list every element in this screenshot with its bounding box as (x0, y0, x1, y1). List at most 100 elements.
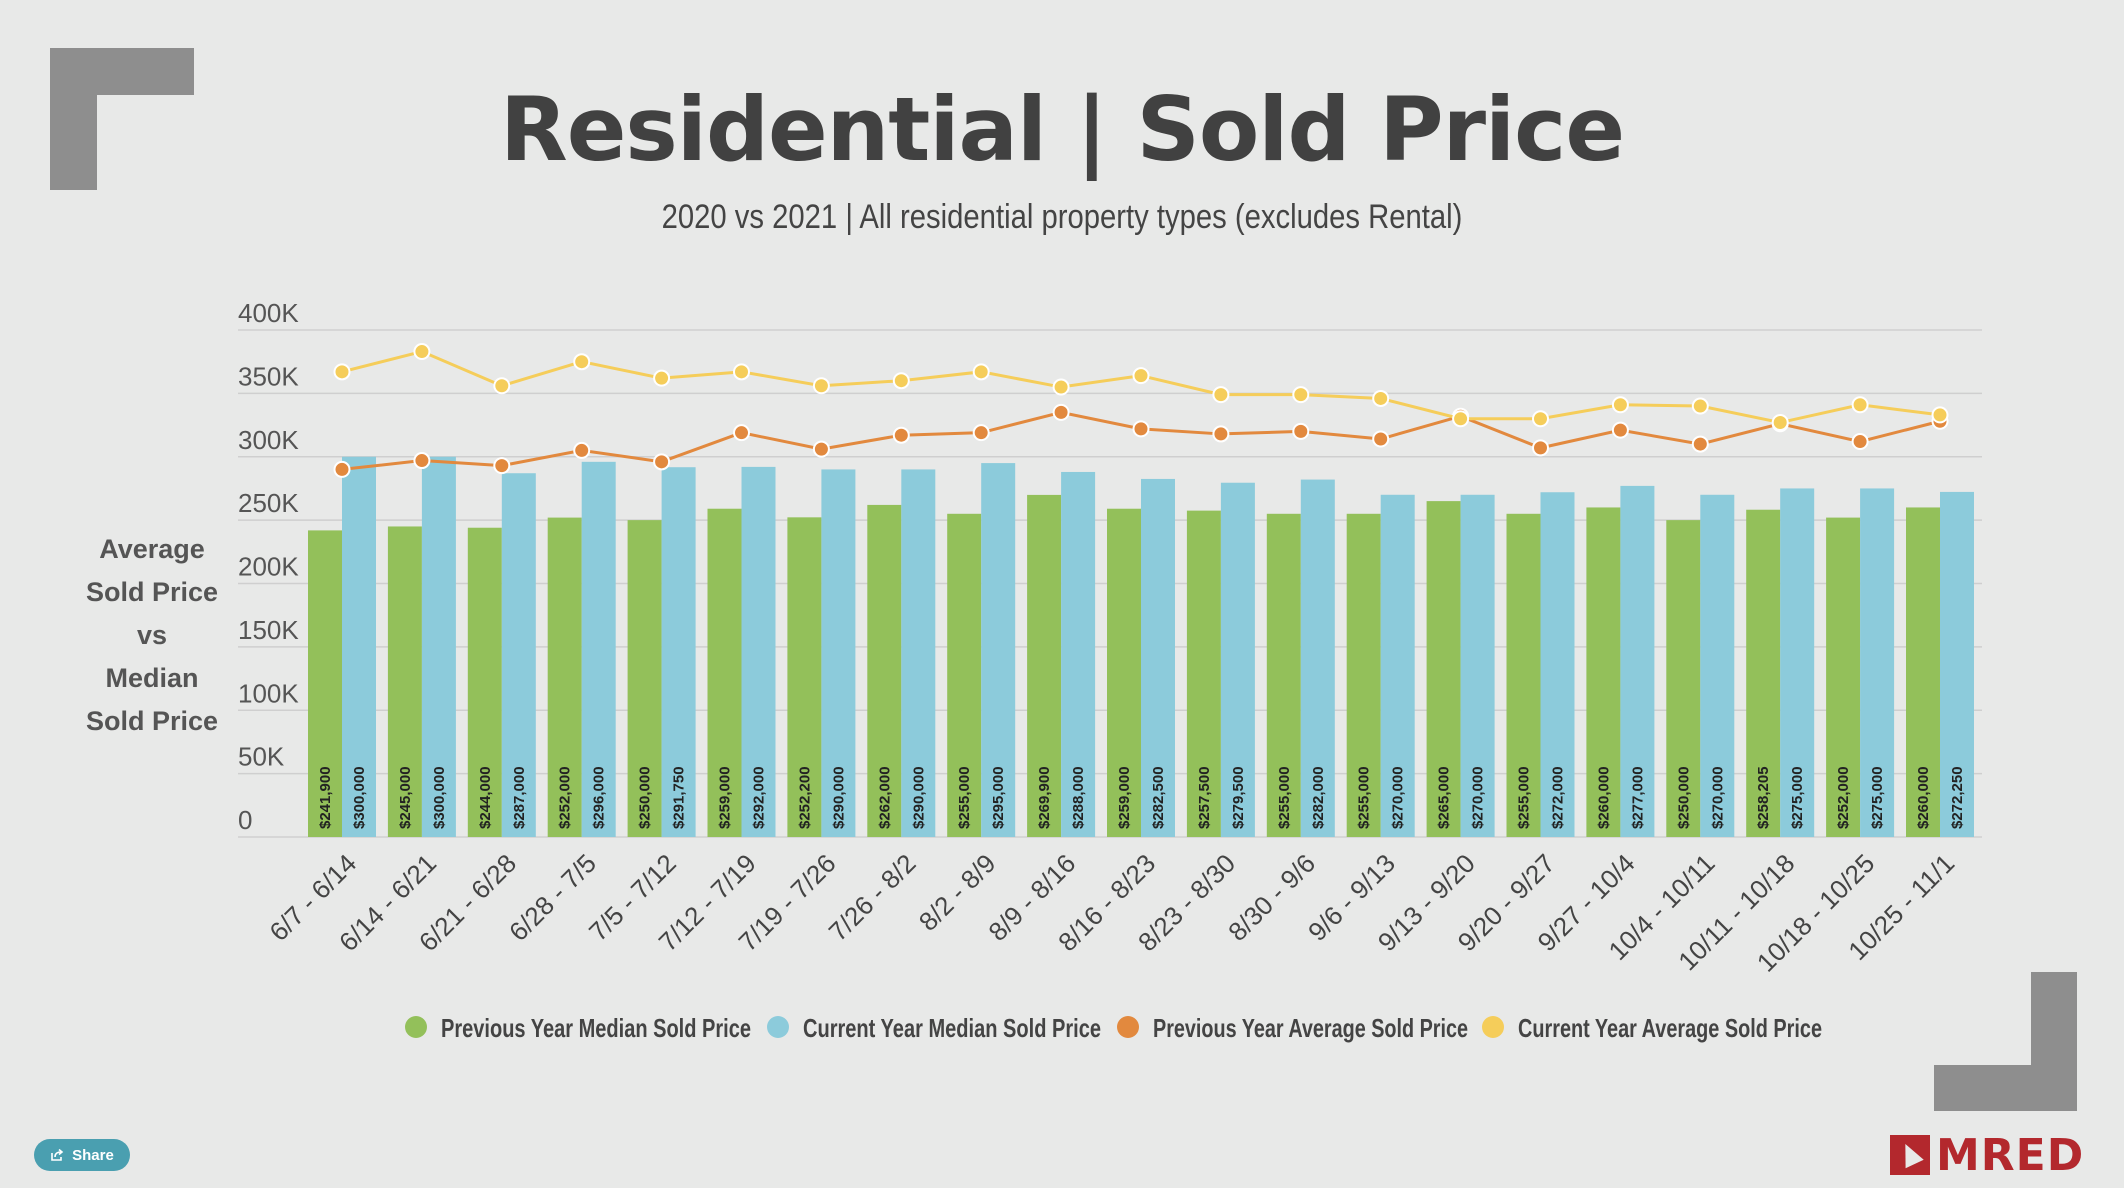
mred-logo-text: MRED (1936, 1129, 2085, 1181)
bar-curr-median (661, 467, 696, 837)
curr-avg-point (1931, 406, 1949, 424)
data-label-curr-median: $296,000 (591, 766, 608, 829)
bar-prev-median (467, 527, 502, 837)
bar-curr-median (1780, 488, 1815, 837)
data-label-curr-median: $291,750 (671, 766, 688, 829)
bar-curr-median (1620, 485, 1655, 837)
y-tick-label: 50K (238, 742, 285, 772)
legend: Previous Year Median Sold Price Current Y… (405, 1013, 1822, 1043)
data-label-prev-median: $257,500 (1196, 766, 1213, 829)
curr-avg-point (413, 343, 431, 361)
data-label-prev-median: $255,000 (1516, 766, 1533, 829)
bar-prev-median (1266, 513, 1301, 837)
bar-prev-median (1186, 510, 1221, 837)
curr-avg-point (1132, 367, 1150, 385)
x-tick-label: 7/26 - 8/2 (823, 848, 922, 947)
page-subtitle: 2020 vs 2021 | All residential property … (661, 198, 1463, 236)
legend-swatch (767, 1016, 789, 1038)
y-tick-label: 200K (238, 552, 299, 582)
data-label-curr-median: $292,000 (751, 766, 768, 829)
legend-entry: Current Year Average Sold Price (1518, 1013, 1822, 1043)
data-label-curr-median: $290,000 (830, 766, 847, 829)
bar-curr-median (1460, 494, 1495, 837)
x-tick-label: 6/28 - 7/5 (503, 848, 602, 947)
bar-curr-median (342, 456, 376, 837)
data-label-prev-median: $258,205 (1755, 766, 1772, 829)
data-label-prev-median: $259,000 (717, 766, 734, 829)
y-axis-label-line: Average (99, 534, 205, 564)
curr-avg-point (1532, 410, 1549, 428)
prev-avg-point (413, 452, 431, 470)
bar-prev-median (1027, 494, 1062, 837)
data-label-prev-median: $255,000 (956, 766, 973, 829)
data-label-curr-median: $272,000 (1550, 766, 1567, 829)
curr-avg-point (1611, 396, 1629, 414)
data-label-curr-median: $275,000 (1869, 766, 1886, 829)
curr-avg-point (573, 353, 591, 371)
x-tick-label: 8/30 - 9/6 (1222, 848, 1321, 947)
bar-prev-median (1426, 501, 1461, 837)
data-label-curr-median: $282,000 (1310, 766, 1327, 829)
y-axis-label-line: Sold Price (85, 706, 219, 736)
y-axis-label-line: Median (105, 663, 199, 693)
data-label-curr-median: $290,000 (910, 766, 927, 829)
data-label-prev-median: $260,000 (1595, 766, 1612, 829)
bar-prev-median (1746, 509, 1781, 837)
y-tick-label: 350K (238, 361, 299, 391)
share-button[interactable]: Share (34, 1139, 130, 1171)
prev-avg-point (573, 441, 591, 459)
mred-logo: MRED (1890, 1129, 2085, 1181)
legend-entry: Previous Year Median Sold Price (441, 1013, 751, 1043)
data-label-prev-median: $259,000 (1116, 766, 1133, 829)
data-label-prev-median: $260,000 (1915, 766, 1932, 829)
data-label-prev-median: $241,900 (317, 766, 334, 829)
legend-entry: Previous Year Average Sold Price (1153, 1013, 1468, 1043)
bar-prev-median (627, 520, 662, 837)
share-icon (51, 1148, 64, 1161)
prev-avg-point (1691, 435, 1709, 453)
prev-avg-point (1292, 422, 1310, 440)
curr-avg-point (892, 372, 910, 390)
data-label-curr-median: $295,000 (990, 766, 1007, 829)
legend-swatch (1482, 1016, 1504, 1038)
y-tick-label: 0 (238, 805, 252, 835)
data-label-prev-median: $245,000 (397, 766, 414, 829)
bar-prev-median (1506, 513, 1541, 837)
prev-avg-point (1611, 421, 1629, 439)
curr-avg-point (1851, 396, 1869, 414)
bar-curr-median (1141, 478, 1175, 837)
bar-curr-median (1860, 488, 1895, 837)
curr-avg-point (493, 377, 511, 395)
data-label-curr-median: $277,000 (1629, 766, 1646, 829)
data-label-prev-median: $252,000 (1835, 766, 1852, 829)
prev-avg-point (1132, 420, 1150, 438)
prev-avg-point (333, 460, 351, 478)
bar-curr-median (1061, 471, 1096, 837)
curr-avg-point (653, 369, 671, 387)
data-label-curr-median: $282,500 (1150, 766, 1167, 829)
prev-avg-point (493, 457, 511, 475)
curr-avg-point (1691, 397, 1709, 415)
prev-avg-point (1532, 439, 1549, 457)
data-label-curr-median: $300,000 (431, 766, 448, 829)
bar-curr-median (421, 456, 456, 837)
y-tick-label: 250K (238, 488, 299, 518)
prev-avg-point (892, 426, 910, 444)
y-tick-label: 100K (238, 678, 299, 708)
bar-prev-median (547, 517, 582, 837)
bar-prev-median (387, 526, 422, 837)
data-label-prev-median: $265,000 (1436, 766, 1453, 829)
curr-avg-point (1212, 386, 1230, 404)
bar-curr-median (901, 469, 936, 837)
bar-prev-median (1586, 507, 1621, 837)
data-label-prev-median: $252,200 (796, 766, 813, 829)
bar-prev-median (1666, 520, 1701, 837)
curr-avg-point (1771, 414, 1789, 432)
legend-swatch (405, 1016, 427, 1038)
prev-avg-point (653, 453, 671, 471)
data-label-curr-median: $300,000 (351, 766, 368, 829)
data-label-prev-median: $252,000 (557, 766, 574, 829)
data-label-curr-median: $288,000 (1070, 766, 1087, 829)
data-label-prev-median: $255,000 (1276, 766, 1293, 829)
